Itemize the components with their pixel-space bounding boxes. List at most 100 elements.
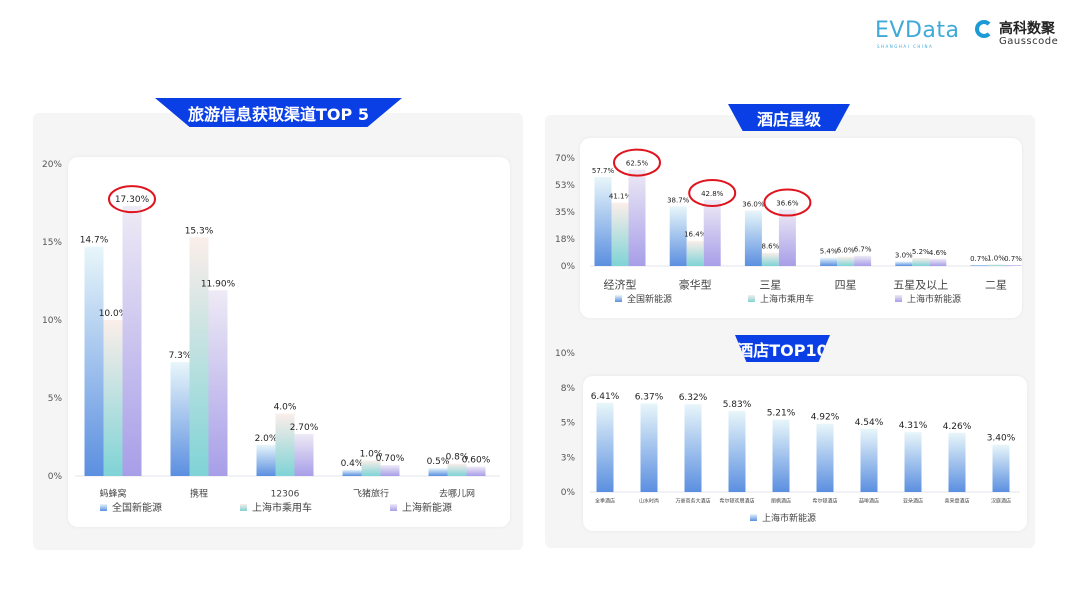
bar-上海市新能源-全季酒店 — [596, 402, 614, 492]
data-label: 10.0% — [99, 309, 128, 319]
bar-上海市乘用车-四星 — [837, 256, 855, 266]
data-label: 17.30% — [115, 195, 150, 205]
bar-全国新能源-四星 — [820, 257, 838, 266]
bar-全国新能源-二星 — [970, 264, 988, 266]
bar-上海市新能源-四星 — [854, 255, 872, 266]
data-label: 16.4% — [684, 231, 707, 239]
legend-label: 全国新能源 — [112, 501, 162, 514]
bar-上海市乘用车-豪华型 — [686, 240, 704, 266]
bar-上海市新能源-二星 — [1004, 264, 1022, 266]
highlight-circle — [763, 188, 812, 217]
data-label: 14.7% — [80, 236, 109, 246]
x-category-label: 喆啡酒店 — [859, 498, 879, 505]
gausscode-logo-icon — [975, 20, 993, 38]
data-label: 1.0% — [987, 254, 1005, 262]
data-label: 5.4% — [820, 248, 838, 256]
legend-swatch — [100, 504, 107, 511]
data-label: 5.21% — [767, 409, 796, 419]
legend-label: 上海市乘用车 — [760, 293, 814, 305]
bar-上海市新能源-丽枫酒店 — [772, 419, 790, 492]
data-label: 5.83% — [723, 400, 752, 410]
data-label: 3.0% — [895, 251, 913, 259]
x-category-label: 喜来登酒店 — [944, 498, 969, 505]
bar-上海市新能源-豪华型 — [703, 199, 721, 266]
bar-全国新能源-飞猪旅行 — [342, 469, 362, 476]
data-label: 11.90% — [201, 279, 236, 289]
data-label: 1.0% — [360, 449, 383, 459]
bar-上海市乘用车-三星 — [761, 252, 779, 266]
data-label: 2.0% — [255, 434, 278, 444]
x-category-label: 丽枫酒店 — [771, 498, 791, 505]
bar-上海市乘用车-蚂蜂窝 — [103, 320, 123, 476]
y-tick-label: 20% — [42, 160, 62, 170]
y-tick-label: 5% — [48, 394, 63, 404]
data-label: 3.40% — [987, 434, 1016, 444]
y-tick-label: 10% — [42, 316, 62, 326]
data-label: 0.4% — [341, 459, 364, 469]
bar-上海市乘用车-经济型 — [611, 202, 629, 266]
bar-上海新能源-蚂蜂窝 — [122, 206, 142, 476]
y-tick-label: 5% — [561, 419, 576, 429]
y-tick-label: 0% — [561, 488, 576, 498]
highlight-circle — [688, 178, 737, 207]
data-label: 4.6% — [929, 249, 947, 257]
bar-上海新能源-12306 — [294, 433, 314, 476]
data-label: 0.60% — [462, 456, 491, 466]
y-tick-label: 10% — [555, 349, 575, 359]
data-label: 0.7% — [970, 255, 988, 263]
data-label: 4.92% — [811, 413, 840, 423]
evdata-logo: EVData SHANGHAI CHINA — [875, 18, 960, 49]
x-category-label: 三星 — [759, 279, 781, 292]
x-category-label: 蚂蜂窝 — [99, 488, 126, 500]
x-category-label: 万豪商务大酒店 — [675, 498, 710, 505]
chart-2: 0% 3% 5% 8% 10% 全季酒店 6.41% 山水时尚 6.37% 万豪商务大酒店 6.32… — [555, 349, 1020, 524]
bar-上海市新能源-希尔顿酒店 — [816, 423, 834, 492]
hotel-star-card — [580, 138, 1022, 318]
y-tick-label: 0% — [561, 262, 576, 272]
bar-上海市乘用车-五星及以上 — [912, 257, 930, 266]
bar-上海市新能源-经济型 — [628, 169, 646, 266]
data-label: 7.3% — [169, 351, 192, 361]
x-category-label: 豪华型 — [679, 278, 712, 292]
x-category-label: 全季酒店 — [595, 498, 615, 505]
y-tick-label: 70% — [555, 154, 575, 164]
legend-swatch — [390, 504, 397, 511]
bar-全国新能源-豪华型 — [669, 206, 687, 266]
data-label: 0.70% — [376, 454, 405, 464]
data-label: 6.41% — [591, 392, 620, 402]
hotel-star-title: 酒店星级 — [728, 104, 850, 131]
legend-label: 上海市新能源 — [762, 512, 816, 524]
highlight-circle — [108, 185, 156, 214]
bar-上海新能源-去哪儿网 — [466, 466, 486, 476]
data-label: 4.0% — [274, 403, 297, 413]
legend-swatch — [615, 295, 622, 302]
data-label: 42.8% — [701, 190, 724, 198]
x-category-label: 山水时尚 — [639, 498, 659, 505]
data-label: 0.7% — [1004, 255, 1022, 263]
highlight-circle — [613, 148, 661, 177]
y-tick-label: 35% — [555, 208, 575, 218]
data-label: 6.37% — [635, 392, 664, 402]
y-tick-label: 0% — [48, 472, 63, 482]
bar-上海市新能源-汉庭酒店 — [992, 444, 1010, 492]
x-category-label: 飞猪旅行 — [353, 488, 389, 500]
bar-上海市新能源-五星及以上 — [929, 258, 947, 266]
legend-label: 全国新能源 — [627, 293, 672, 305]
data-label: 36.6% — [776, 200, 799, 208]
bar-上海市乘用车-携程 — [189, 237, 209, 476]
x-category-label: 二星 — [985, 279, 1007, 292]
bar-上海市新能源-希尔顿欢朋酒店 — [728, 410, 746, 492]
legend-label: 上海新能源 — [402, 501, 452, 514]
x-category-label: 经济型 — [604, 278, 637, 292]
bar-全国新能源-去哪儿网 — [428, 468, 448, 476]
x-category-label: 汉庭酒店 — [991, 498, 1011, 505]
bar-全国新能源-携程 — [170, 362, 190, 476]
hotel-top10-title: 酒店TOP10 — [735, 335, 830, 362]
chart-0: 0% 5% 10% 15% 20% 蚂蜂窝 14.7% 10.0% 17.30% 携程 7.3% 15… — [42, 160, 500, 514]
y-tick-label: 8% — [561, 384, 576, 394]
data-label: 6.7% — [854, 246, 872, 254]
x-category-label: 亚朵酒店 — [903, 498, 923, 505]
y-tick-label: 53% — [555, 181, 575, 191]
bar-全国新能源-五星及以上 — [895, 261, 913, 266]
